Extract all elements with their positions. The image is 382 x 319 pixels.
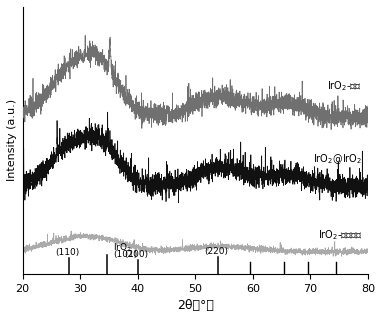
Text: IrO$_2$-内核: IrO$_2$-内核	[327, 79, 362, 93]
Text: IrO$_2$@IrO$_2$: IrO$_2$@IrO$_2$	[313, 152, 362, 166]
Text: (101): (101)	[113, 249, 138, 259]
Text: IrO$_2$: IrO$_2$	[113, 241, 133, 254]
X-axis label: 2θ（°）: 2θ（°）	[177, 299, 214, 312]
Text: (220): (220)	[204, 247, 228, 256]
Y-axis label: Intensity (a.u.): Intensity (a.u.)	[7, 99, 17, 182]
Text: (110): (110)	[55, 248, 79, 257]
Text: (200): (200)	[124, 249, 148, 259]
Text: IrO$_2$-无定型态: IrO$_2$-无定型态	[318, 228, 362, 242]
